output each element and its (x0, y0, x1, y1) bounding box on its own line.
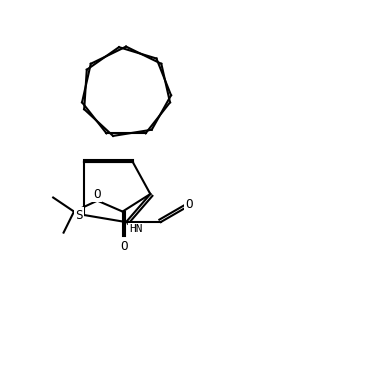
Text: HN: HN (130, 224, 143, 234)
Text: O: O (121, 240, 128, 253)
Text: O: O (185, 198, 192, 211)
Text: O: O (93, 187, 100, 200)
Text: S: S (75, 208, 83, 222)
